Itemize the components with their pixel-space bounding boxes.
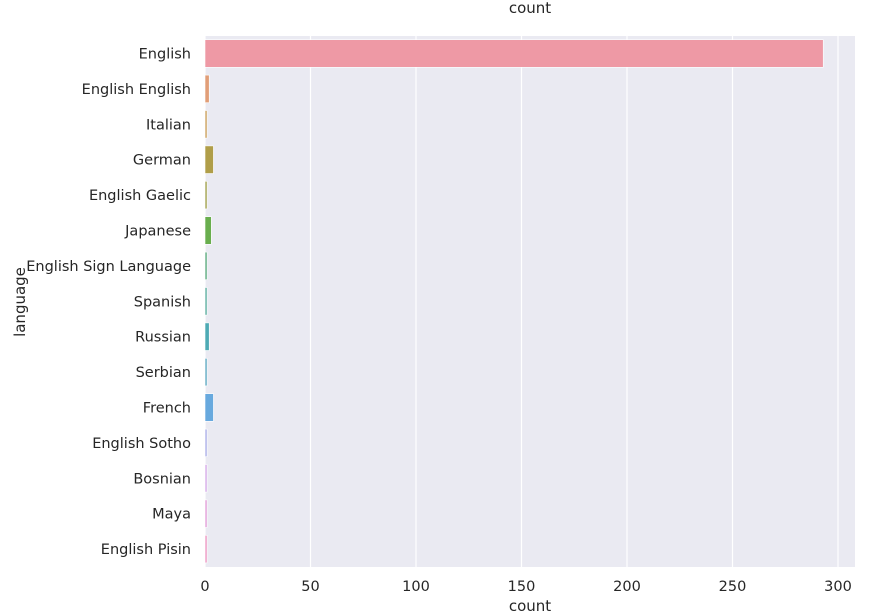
x-tick-labels: 0 50 100 150 200 250 300 — [200, 579, 851, 595]
y-tick-label: German — [133, 153, 191, 169]
bar — [204, 534, 208, 564]
y-tick-label: Maya — [152, 507, 191, 523]
y-tick-label: Italian — [146, 117, 191, 133]
x-tick-label: 150 — [508, 579, 536, 595]
bar — [204, 428, 208, 458]
y-tick-label: Bosnian — [133, 471, 191, 487]
x-tick-label: 200 — [613, 579, 641, 595]
x-tick-label: 0 — [200, 579, 209, 595]
bar — [204, 357, 208, 387]
bar — [204, 39, 824, 68]
bar — [204, 216, 212, 245]
y-tick-label: English Sign Language — [26, 259, 191, 275]
bar — [204, 180, 208, 210]
plot-area — [205, 36, 855, 567]
bar — [204, 393, 214, 422]
bar — [204, 110, 208, 139]
y-tick-label: English Pisin — [101, 542, 191, 558]
y-tick-label: English Gaelic — [89, 188, 191, 204]
y-tick-label: Russian — [135, 330, 191, 346]
x-tick-label: 50 — [301, 579, 319, 595]
bar — [204, 464, 208, 493]
bars — [204, 39, 824, 564]
x-tick-label: 100 — [402, 579, 430, 595]
x-tick-label: 250 — [719, 579, 747, 595]
y-tick-label: English — [139, 47, 191, 63]
bar — [204, 287, 208, 316]
y-tick-labels: English English English Italian German Engli… — [26, 47, 191, 559]
y-tick-label: Japanese — [124, 224, 191, 240]
y-axis-label: language — [11, 267, 29, 337]
y-tick-label: English English — [82, 82, 191, 98]
y-tick-label: English Sotho — [92, 436, 191, 452]
bar — [204, 251, 208, 281]
bar — [204, 322, 210, 351]
y-tick-label: Spanish — [134, 294, 191, 310]
bar — [204, 145, 214, 174]
x-axis-label: count — [509, 597, 551, 615]
grid-lines — [204, 36, 839, 567]
y-tick-label: Serbian — [136, 365, 191, 381]
chart-title: count — [509, 0, 551, 17]
bar — [204, 74, 210, 104]
bar — [204, 499, 208, 528]
y-tick-label: French — [143, 401, 191, 417]
x-tick-label: 300 — [824, 579, 852, 595]
